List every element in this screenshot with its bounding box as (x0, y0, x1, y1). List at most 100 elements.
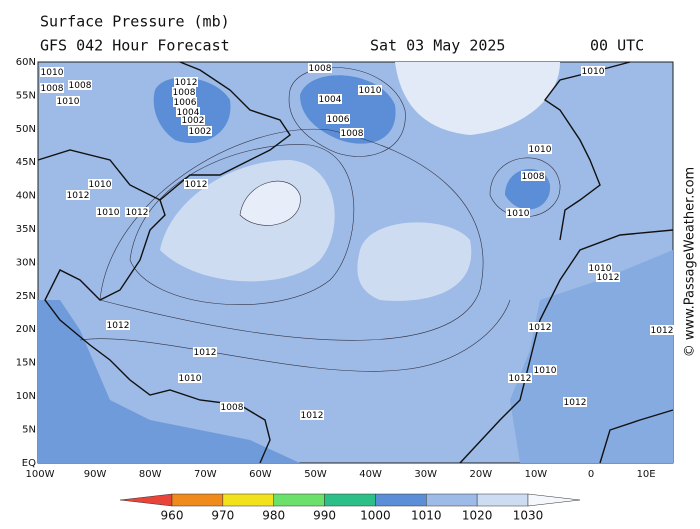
isobar-label-box (528, 322, 552, 332)
lat-label: 60N (16, 57, 36, 68)
title: Surface Pressure (mb) (40, 13, 230, 31)
lon-label: 60W (249, 469, 272, 480)
lon-label: 40W (359, 469, 382, 480)
high-area (357, 222, 472, 301)
isobar-label: 1008 (221, 403, 244, 413)
colorbar-segment (476, 493, 529, 507)
isobar-label-box (174, 77, 198, 87)
colorbar-label: 1000 (360, 509, 391, 523)
isobar-label: 1010 (89, 180, 112, 190)
colorbar-label: 970 (211, 509, 234, 523)
isobar-label-box (533, 365, 557, 375)
lon-label: 10W (525, 469, 548, 480)
isobar-label-box (66, 190, 90, 200)
lat-label: 5N (22, 424, 36, 435)
isobar-label: 1012 (529, 323, 552, 333)
high-core (239, 180, 301, 226)
isobar-label: 1010 (507, 209, 530, 219)
lon-label: 50W (304, 469, 327, 480)
isobar-label: 1010 (97, 208, 120, 218)
colorbar-segment (222, 493, 274, 507)
colorbar: 960 970 980 990 1000 1010 1020 1030 (119, 493, 581, 523)
colorbar-label: 1010 (411, 509, 442, 523)
isobar-label: 1008 (69, 81, 92, 91)
isobar-label: 1012 (185, 180, 208, 190)
lat-label: 20N (16, 324, 36, 335)
isobar-label: 1010 (57, 97, 80, 107)
colorbar-segment (375, 493, 427, 507)
isobar-label: 1012 (126, 208, 149, 218)
isobar-label: 1004 (319, 95, 342, 105)
lat-label: 35N (16, 224, 36, 235)
lon-label: 0 (588, 469, 594, 480)
lon-label: 10E (637, 469, 656, 480)
isobar-label: 1012 (175, 78, 198, 88)
isobar-label: 1010 (534, 366, 557, 376)
lon-label: 90W (84, 469, 107, 480)
isobar-label: 1012 (194, 348, 217, 358)
isobar-label: 1008 (41, 84, 64, 94)
lon-label: 70W (194, 469, 217, 480)
colorbar-segment (171, 493, 224, 507)
isobar-label-box (56, 96, 80, 106)
lat-axis: 60N 55N 50N 45N 40N 35N 30N 25N 20N 15N 10N 5N EQ (16, 57, 36, 469)
high-area (395, 62, 560, 135)
isobar-label-box (358, 85, 382, 95)
isobar-label-box (300, 410, 324, 420)
isobar-label-box (96, 207, 120, 217)
isobar-label-box (581, 66, 605, 76)
isobar-label: 1012 (651, 326, 674, 336)
subtitle: GFS 042 Hour Forecast (40, 37, 230, 55)
isobar-label: 1010 (359, 86, 382, 96)
isobar-label: 1010 (529, 145, 552, 155)
isobar-label-box (508, 373, 532, 383)
isobar-label: 1010 (589, 264, 612, 274)
isobar-label: 1008 (522, 172, 545, 182)
isobar-label-box (173, 97, 197, 107)
colorbar-label: 980 (262, 509, 285, 523)
isobar-label-box (326, 114, 350, 124)
isobar-label-box (308, 63, 332, 73)
isobar-label-box (528, 144, 552, 154)
isobar-label: 1002 (182, 116, 205, 126)
isobar-label-box (172, 87, 196, 97)
isobar-label-box (40, 67, 64, 77)
isobar-label: 1012 (107, 321, 130, 331)
lon-label: 30W (414, 469, 437, 480)
colorbar-segment (426, 493, 478, 507)
isobar-label-box (88, 179, 112, 189)
isobar-label-box (506, 208, 530, 218)
lat-label: 15N (16, 358, 36, 369)
lat-label: 45N (16, 157, 36, 168)
isobar-label-box (193, 347, 217, 357)
isobar-label-box (188, 126, 212, 136)
isobar-label-box (340, 128, 364, 138)
lat-label: EQ (22, 458, 36, 469)
isobar-label: 1004 (177, 108, 200, 118)
isobar-label-box (184, 179, 208, 189)
isobar-label: 1010 (41, 68, 64, 78)
colorbar-label: 1020 (462, 509, 493, 523)
lon-axis: 100W 90W 80W 70W 60W 50W 40W 30W 20W 10W 0 10E (26, 469, 656, 480)
lon-label: 20W (469, 469, 492, 480)
low-area (510, 250, 673, 463)
isobar-label: 1012 (509, 374, 532, 384)
isobar-label: 1010 (179, 374, 202, 384)
low-area (38, 300, 300, 463)
watermark: © www.PassageWeather.com (683, 167, 698, 357)
isobar-label-box (318, 94, 342, 104)
lat-label: 25N (16, 291, 36, 302)
isobar-label-box (588, 263, 612, 273)
lat-label: 55N (16, 90, 36, 101)
isobar-label: 1012 (301, 411, 324, 421)
isobar-label-box (220, 402, 244, 412)
colorbar-end (119, 493, 173, 507)
lon-label: 100W (26, 469, 55, 480)
date: Sat 03 May 2025 (370, 37, 505, 55)
isobar-label-box (176, 107, 200, 117)
isobar-label-box (106, 320, 130, 330)
lat-label: 40N (16, 191, 36, 202)
colorbar-segment (324, 493, 376, 507)
